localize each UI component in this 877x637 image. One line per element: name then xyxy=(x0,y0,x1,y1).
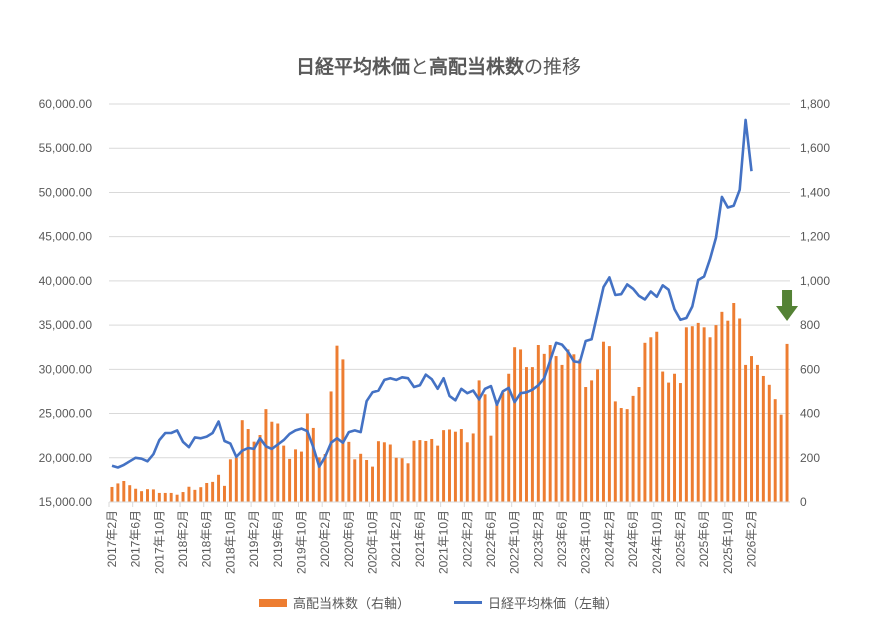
left-tick-label: 45,000.00 xyxy=(39,230,93,244)
down-arrow-icon xyxy=(776,290,799,321)
x-tick-label: 2021年6月 xyxy=(413,510,427,567)
x-tick-label: 2026年2月 xyxy=(745,510,759,567)
x-tick-label: 2024年2月 xyxy=(602,510,616,567)
x-tick-label: 2019年2月 xyxy=(247,510,261,567)
x-tick-label: 2023年6月 xyxy=(555,510,569,567)
bar-series-high-dividend xyxy=(110,303,789,502)
x-tick-label: 2025年10月 xyxy=(721,510,735,574)
x-tick-label: 2021年10月 xyxy=(437,510,451,574)
right-tick-label: 600 xyxy=(800,362,820,376)
x-tick-label: 2021年2月 xyxy=(389,510,403,567)
title-part-nikkei: 日経平均株価 xyxy=(295,56,410,78)
x-tick-label: 2019年10月 xyxy=(294,510,308,574)
right-tick-label: 1,000 xyxy=(800,274,830,288)
title-part-dividend: 高配当株数 xyxy=(429,56,525,78)
legend-item-line: 日経平均株価（左軸） xyxy=(454,593,618,612)
x-tick-label: 2019年6月 xyxy=(271,510,285,567)
x-axis: 2017年2月 2017年6月 2017年10月 2018年2月 2018年6月 2018… xyxy=(105,501,790,574)
left-tick-label: 55,000.00 xyxy=(39,141,93,155)
right-tick-label: 400 xyxy=(800,407,820,421)
x-tick-label: 2017年6月 xyxy=(129,510,143,567)
x-tick-label: 2025年2月 xyxy=(673,510,687,567)
left-tick-label: 50,000.00 xyxy=(39,185,93,199)
chart-title: 日経平均株価と高配当株数の推移 xyxy=(0,52,877,79)
right-tick-label: 1,600 xyxy=(800,141,830,155)
x-tick-label: 2018年6月 xyxy=(200,510,214,567)
x-tick-label: 2018年2月 xyxy=(176,510,190,567)
x-tick-label: 2025年6月 xyxy=(697,510,711,567)
x-tick-label: 2017年2月 xyxy=(105,510,119,567)
line-series-nikkei xyxy=(111,118,753,469)
line-swatch-icon xyxy=(454,601,482,604)
right-tick-label: 1,400 xyxy=(800,185,830,199)
left-tick-label: 15,000.00 xyxy=(39,495,93,509)
right-tick-label: 1,800 xyxy=(800,97,830,111)
x-tick-label: 2018年10月 xyxy=(223,510,237,574)
x-tick-label: 2024年10月 xyxy=(650,510,664,574)
right-tick-label: 0 xyxy=(800,495,807,509)
left-tick-label: 20,000.00 xyxy=(39,451,93,465)
x-tick-label: 2022年2月 xyxy=(460,510,474,567)
x-tick-label: 2022年10月 xyxy=(508,510,522,574)
x-tick-label: 2022年6月 xyxy=(484,510,498,567)
legend-label: 高配当株数（右軸） xyxy=(292,597,410,612)
right-tick-label: 1,200 xyxy=(800,230,830,244)
gridlines xyxy=(109,103,790,459)
right-tick-label: 200 xyxy=(800,451,820,465)
title-part-trend: の推移 xyxy=(524,56,582,78)
x-tick-label: 2017年10月 xyxy=(152,510,166,574)
x-tick-label: 2020年10月 xyxy=(366,510,380,574)
legend: 高配当株数（右軸） 日経平均株価（左軸） xyxy=(0,593,877,612)
title-part-to: と xyxy=(409,56,429,78)
left-tick-label: 25,000.00 xyxy=(39,407,93,421)
left-axis: 60,000.00 55,000.00 50,000.00 45,000.00 40,0… xyxy=(39,97,93,509)
x-tick-label: 2020年2月 xyxy=(318,510,332,567)
legend-item-bars: 高配当株数（右軸） xyxy=(258,593,410,612)
left-tick-label: 30,000.00 xyxy=(39,362,93,376)
legend-label: 日経平均株価（左軸） xyxy=(488,597,619,612)
right-tick-label: 800 xyxy=(800,318,820,332)
x-tick-label: 2020年6月 xyxy=(342,510,356,567)
left-tick-label: 60,000.00 xyxy=(39,97,93,111)
x-tick-label: 2023年2月 xyxy=(531,510,545,567)
left-tick-label: 40,000.00 xyxy=(39,274,93,288)
x-tick-label: 2024年6月 xyxy=(626,510,640,567)
left-tick-label: 35,000.00 xyxy=(39,318,93,332)
bar-swatch-icon xyxy=(258,598,287,607)
x-tick-label: 2023年10月 xyxy=(579,510,593,574)
right-axis: 1,800 1,600 1,400 1,200 1,000 800 600 400 200 0 xyxy=(800,97,830,509)
